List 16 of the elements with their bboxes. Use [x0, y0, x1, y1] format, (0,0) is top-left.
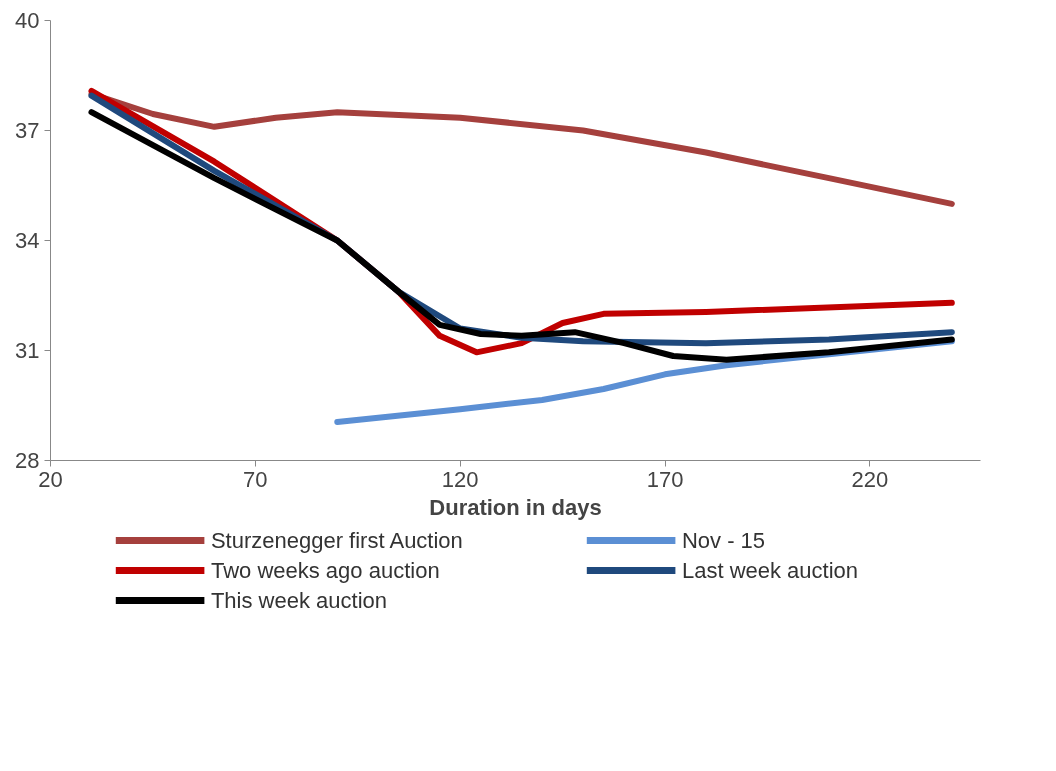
x-axis-title: Duration in days — [429, 494, 602, 520]
legend-label: Sturzenegger first Auction — [210, 528, 463, 553]
x-tick-label: 220 — [851, 466, 889, 492]
y-tick-label: 40 — [15, 8, 40, 33]
y-tick-label: 28 — [15, 448, 40, 473]
x-tick-label: 70 — [243, 466, 268, 492]
legend-label: Nov - 15 — [681, 528, 766, 553]
legend-label: Two weeks ago auction — [210, 558, 440, 583]
x-tick-label: 20 — [38, 466, 63, 492]
y-tick-label: 34 — [15, 228, 40, 253]
legend-label: Last week auction — [681, 558, 859, 583]
y-tick-label: 31 — [15, 338, 40, 363]
y-tick-label: 37 — [15, 118, 40, 143]
x-tick-label: 120 — [441, 466, 479, 492]
x-tick-label: 170 — [646, 466, 684, 492]
legend-label: This week auction — [210, 588, 388, 613]
